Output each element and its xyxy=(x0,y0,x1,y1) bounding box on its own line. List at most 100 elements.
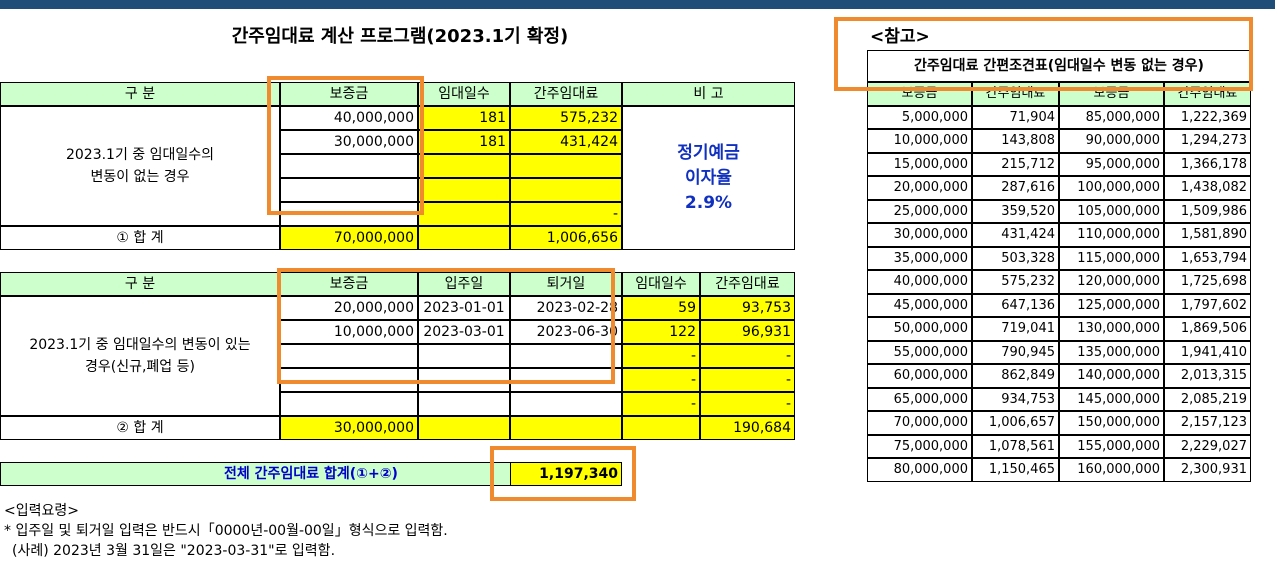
ref-table-cell: 75,000,000 xyxy=(867,434,972,458)
days-cell: - xyxy=(622,344,700,368)
interest-rate-note-line: 이자율 xyxy=(685,167,732,188)
ref-table-cell: 1,294,273 xyxy=(1164,129,1251,153)
days-cell: 181 xyxy=(418,130,510,154)
header-days: 임대일수 xyxy=(418,82,510,106)
ref-table-cell: 2,085,219 xyxy=(1164,387,1251,411)
days-cell xyxy=(418,154,510,178)
ref-table-cell: 40,000,000 xyxy=(867,270,972,294)
move-out-date-input[interactable] xyxy=(510,368,622,392)
ref-table-cell: 503,328 xyxy=(972,246,1059,270)
ref-table-cell: 105,000,000 xyxy=(1059,199,1164,223)
header-category: 구 분 xyxy=(0,82,280,106)
deposit-input[interactable]: 10,000,000 xyxy=(280,320,418,344)
move-out-date-input[interactable] xyxy=(510,392,622,416)
ref-table-cell: 71,904 xyxy=(972,105,1059,129)
ref-table-cell: 934,753 xyxy=(972,387,1059,411)
ref-table-cell: 55,000,000 xyxy=(867,340,972,364)
ref-table-cell: 215,712 xyxy=(972,152,1059,176)
ref-table-cell: 25,000,000 xyxy=(867,199,972,223)
deposit-input[interactable]: 20,000,000 xyxy=(280,296,418,320)
ref-table-cell: 115,000,000 xyxy=(1059,246,1164,270)
ref-table-cell: 1,509,986 xyxy=(1164,199,1251,223)
header-deposit: 보증금 xyxy=(280,82,418,106)
section2-total-empty xyxy=(622,416,700,440)
move-out-date-input[interactable]: 2023-06-30 xyxy=(510,320,622,344)
ref-table-cell: 359,520 xyxy=(972,199,1059,223)
instructions-line1: * 입주일 및 퇴거일 입력은 반드시「0000년-00월-00일」형식으로 입… xyxy=(4,523,448,539)
deposit-input[interactable] xyxy=(280,344,418,368)
ref-table-cell: 1,869,506 xyxy=(1164,317,1251,341)
ref-table-cell: 1,438,082 xyxy=(1164,176,1251,200)
ref-table-cell: 120,000,000 xyxy=(1059,270,1164,294)
ref-table-cell: 647,136 xyxy=(972,293,1059,317)
section1-total-label: ① 합 계 xyxy=(0,226,280,250)
ref-table-cell: 1,797,602 xyxy=(1164,293,1251,317)
deposit-input[interactable] xyxy=(280,178,418,202)
rent-cell xyxy=(510,178,622,202)
interest-rate-note-line: 정기예금 xyxy=(677,142,740,163)
header-days: 임대일수 xyxy=(622,272,700,296)
ref-table-cell: 90,000,000 xyxy=(1059,129,1164,153)
header-note: 비 고 xyxy=(622,82,795,106)
ref-table-cell: 2,013,315 xyxy=(1164,364,1251,388)
ref-header-rent: 간주임대료 xyxy=(1164,82,1251,106)
ref-table-cell: 1,222,369 xyxy=(1164,105,1251,129)
deposit-input[interactable] xyxy=(280,154,418,178)
ref-table-cell: 1,941,410 xyxy=(1164,340,1251,364)
move-in-date-input[interactable] xyxy=(418,344,510,368)
deposit-input[interactable]: 30,000,000 xyxy=(280,130,418,154)
ref-table-cell: 35,000,000 xyxy=(867,246,972,270)
rent-cell: 96,931 xyxy=(700,320,795,344)
move-out-date-input[interactable]: 2023-02-28 xyxy=(510,296,622,320)
move-in-date-input[interactable]: 2023-03-01 xyxy=(418,320,510,344)
ref-table-cell: 862,849 xyxy=(972,364,1059,388)
ref-table-cell: 287,616 xyxy=(972,176,1059,200)
ref-table-cell: 110,000,000 xyxy=(1059,223,1164,247)
ref-table-cell: 95,000,000 xyxy=(1059,152,1164,176)
move-in-date-input[interactable] xyxy=(418,368,510,392)
ref-header-rent: 간주임대료 xyxy=(972,82,1059,106)
deposit-input[interactable] xyxy=(280,368,418,392)
days-cell: - xyxy=(622,392,700,416)
ref-table-cell: 60,000,000 xyxy=(867,364,972,388)
section2-total-deposit: 30,000,000 xyxy=(280,416,418,440)
ref-table-cell: 135,000,000 xyxy=(1059,340,1164,364)
rent-cell: 431,424 xyxy=(510,130,622,154)
section2-total-label: ② 합 계 xyxy=(0,416,280,440)
ref-table-cell: 1,150,465 xyxy=(972,458,1059,482)
ref-table-cell: 145,000,000 xyxy=(1059,387,1164,411)
days-cell: 59 xyxy=(622,296,700,320)
header-deposit: 보증금 xyxy=(280,272,418,296)
ref-table-cell: 125,000,000 xyxy=(1059,293,1164,317)
days-cell xyxy=(418,178,510,202)
section2-total-empty xyxy=(418,416,510,440)
deposit-input[interactable] xyxy=(280,202,418,226)
rent-cell: - xyxy=(700,368,795,392)
move-in-date-input[interactable] xyxy=(418,392,510,416)
move-out-date-input[interactable] xyxy=(510,344,622,368)
ref-table-cell: 1,366,178 xyxy=(1164,152,1251,176)
ref-table-cell: 1,078,561 xyxy=(972,434,1059,458)
ref-table-cell: 431,424 xyxy=(972,223,1059,247)
ref-table-cell: 45,000,000 xyxy=(867,293,972,317)
header-rent: 간주임대료 xyxy=(510,82,622,106)
ref-table-cell: 140,000,000 xyxy=(1059,364,1164,388)
ref-table-cell: 100,000,000 xyxy=(1059,176,1164,200)
ref-table-cell: 85,000,000 xyxy=(1059,105,1164,129)
ref-table-cell: 10,000,000 xyxy=(867,129,972,153)
header-rent: 간주임대료 xyxy=(700,272,795,296)
section2-total-empty xyxy=(510,416,622,440)
deposit-input[interactable]: 40,000,000 xyxy=(280,106,418,130)
ref-table-cell: 2,300,931 xyxy=(1164,458,1251,482)
days-cell: - xyxy=(622,368,700,392)
ref-table-cell: 1,653,794 xyxy=(1164,246,1251,270)
rent-cell xyxy=(510,154,622,178)
section1-label: 2023.1기 중 임대일수의 변동이 없는 경우 xyxy=(0,106,280,226)
top-window-bar xyxy=(0,0,1275,9)
deposit-input[interactable] xyxy=(280,392,418,416)
ref-table-cell: 1,581,890 xyxy=(1164,223,1251,247)
section1-total-rent: 1,006,656 xyxy=(510,226,622,250)
move-in-date-input[interactable]: 2023-01-01 xyxy=(418,296,510,320)
ref-table-cell: 719,041 xyxy=(972,317,1059,341)
interest-rate-note: 정기예금 이자율 2.9% xyxy=(622,106,795,250)
